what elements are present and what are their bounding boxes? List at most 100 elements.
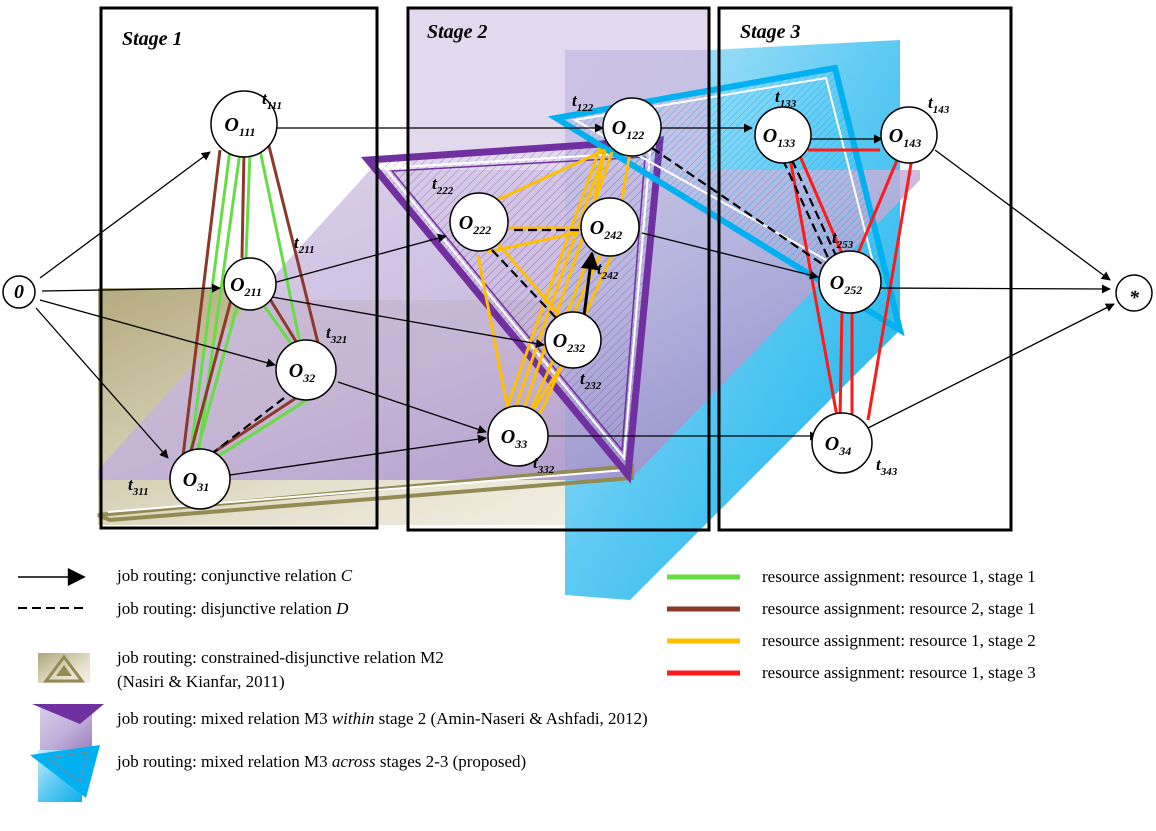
node-main: O xyxy=(289,360,303,382)
node-o242: O242 xyxy=(580,197,640,257)
time-label-311: t311 xyxy=(128,475,149,498)
node-label: O31 xyxy=(183,469,209,494)
routing-conjunctive xyxy=(35,123,1115,476)
node-o111: O111 xyxy=(210,90,278,158)
legend-m3-across-text: job routing: mixed relation M3 across st… xyxy=(116,752,526,771)
legend-m2-citation: (Nasiri & Kianfar, 2011) xyxy=(117,672,285,691)
node-sub: 222 xyxy=(472,223,491,237)
node-label: O252 xyxy=(830,272,862,297)
node-main: 0 xyxy=(14,281,24,303)
node-o34: O34 xyxy=(811,412,873,474)
stage-3-box xyxy=(717,6,1013,532)
legend-resource-text-2: resource assignment: resource 2, stage 1 xyxy=(762,599,1036,618)
node-src: 0 xyxy=(2,275,36,309)
node-o133: O133 xyxy=(754,106,812,164)
node-sub: 252 xyxy=(843,283,862,297)
node-main: O xyxy=(224,114,238,136)
node-sub: 143 xyxy=(903,136,921,150)
node-o33: O33 xyxy=(487,405,549,467)
legend-right: resource assignment: resource 1, stage 1… xyxy=(667,567,1036,682)
legend-m2-text: job routing: constrained-disjunctive rel… xyxy=(116,648,444,667)
time-label-332: t332 xyxy=(533,453,555,476)
legend-resource-text-4: resource assignment: resource 1, stage 3 xyxy=(762,663,1036,682)
node-circle xyxy=(449,192,509,252)
time-label-343: t343 xyxy=(876,455,898,478)
node-sink: * xyxy=(1115,274,1153,312)
node-main: O xyxy=(230,274,244,296)
node-label: O232 xyxy=(553,330,585,355)
node-o211: O211 xyxy=(223,257,277,311)
resource-lines-green xyxy=(188,149,311,462)
node-label: * xyxy=(1129,287,1140,309)
time-label-232: t232 xyxy=(580,369,602,392)
node-circle xyxy=(210,90,278,158)
stage-1-title: Stage 1 xyxy=(122,28,183,50)
time-label-111: t111 xyxy=(262,89,282,112)
legend-m3-across-swatch xyxy=(30,745,100,802)
node-sub: 232 xyxy=(566,341,585,355)
stage-2-title: Stage 2 xyxy=(427,21,488,43)
node-sub: 211 xyxy=(244,285,262,299)
node-circle xyxy=(1115,274,1153,312)
resource-lines-red xyxy=(788,148,914,423)
node-circle xyxy=(223,257,277,311)
time-label-321: t321 xyxy=(326,323,347,346)
node-main: * xyxy=(1129,287,1140,309)
legend-resource-text-1: resource assignment: resource 1, stage 1 xyxy=(762,567,1036,586)
node-main: O xyxy=(590,217,604,239)
node-label: 0 xyxy=(14,281,24,303)
node-sub: 242 xyxy=(603,228,622,242)
time-label-143: t143 xyxy=(928,93,950,116)
node-main: O xyxy=(612,117,626,139)
node-circle xyxy=(811,412,873,474)
node-main: O xyxy=(501,426,515,448)
node-sub: 31 xyxy=(196,480,209,494)
node-o252: O252 xyxy=(818,250,882,314)
time-label-253: t253 xyxy=(832,228,854,251)
node-circle xyxy=(487,405,549,467)
time-labels-layer: t111 t211 t321 t311 t222 t122 t242 t232 t332 t133… xyxy=(128,87,950,498)
node-sub: 32 xyxy=(302,371,315,385)
node-circle xyxy=(880,106,938,164)
resource-lines-brown xyxy=(181,141,320,460)
node-label: O222 xyxy=(459,212,491,237)
node-sub: 111 xyxy=(239,125,256,139)
node-label: O211 xyxy=(230,274,262,299)
node-sub: 133 xyxy=(777,136,795,150)
node-main: O xyxy=(830,272,844,294)
node-main: O xyxy=(459,212,473,234)
node-label: O242 xyxy=(590,217,622,242)
routing-disjunctive xyxy=(209,147,839,456)
node-label: O33 xyxy=(501,426,527,451)
node-sub: 34 xyxy=(838,444,851,458)
legend: job routing: conjunctive relation C job … xyxy=(18,566,1036,802)
legend-disjunctive-text: job routing: disjunctive relation D xyxy=(116,599,349,618)
node-circle xyxy=(169,448,231,510)
time-label-242: t242 xyxy=(597,259,619,282)
node-o222: O222 xyxy=(449,192,509,252)
node-label: O133 xyxy=(763,125,795,150)
legend-m3-within-text: job routing: mixed relation M3 within st… xyxy=(116,709,648,728)
node-circle xyxy=(580,197,640,257)
legend-m3-within-swatch xyxy=(32,704,104,752)
legend-resource-text-3: resource assignment: resource 1, stage 2 xyxy=(762,631,1036,650)
node-main: O xyxy=(889,125,903,147)
node-main: O xyxy=(763,125,777,147)
node-o32: O32 xyxy=(275,339,337,401)
legend-m2-swatch xyxy=(38,653,90,683)
node-circle xyxy=(754,106,812,164)
node-label: O32 xyxy=(289,360,315,385)
node-o232: O232 xyxy=(544,311,602,369)
time-label-211: t211 xyxy=(294,233,315,256)
legend-conjunctive-text: job routing: conjunctive relation C xyxy=(116,566,353,585)
time-label-133: t133 xyxy=(775,87,797,110)
time-label-222: t222 xyxy=(432,174,454,197)
node-label: O111 xyxy=(224,114,255,139)
stage-2-box xyxy=(406,6,711,532)
time-label-122: t122 xyxy=(572,91,594,114)
node-label: O122 xyxy=(612,117,644,142)
node-main: O xyxy=(183,469,197,491)
